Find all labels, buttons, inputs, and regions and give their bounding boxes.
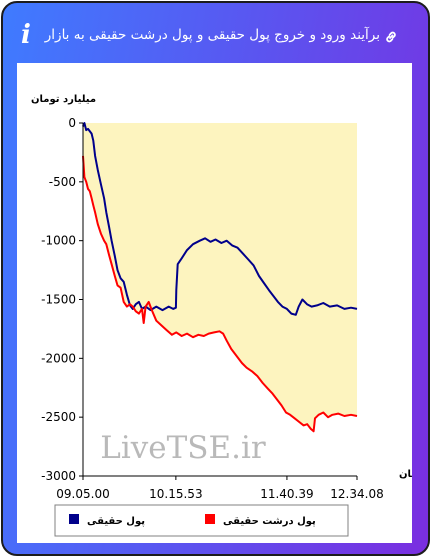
legend-box: [54, 504, 349, 537]
info-icon[interactable]: i: [21, 20, 31, 50]
watermark: LiveTSE.ir: [100, 430, 266, 466]
y-tick-label: -1000: [41, 234, 76, 248]
legend-swatch-big-real-money: [205, 514, 215, 524]
card-header: i برآیند ورود و خروج پول حقیقی و پول درش…: [3, 3, 428, 63]
series-line-0: [82, 122, 358, 316]
legend-label-big-real-money: پول درشت حقیقی: [223, 516, 316, 527]
chart-title: برآیند ورود و خروج پول حقیقی و پول درشت …: [44, 27, 380, 43]
series-area-1: [83, 123, 357, 432]
x-tick-label: 11.40.39: [260, 487, 313, 501]
y-tick-label: -500: [49, 175, 76, 189]
chart-panel: 0 -500 -1000 -1500 -2000 -2500 -3000 09.05.00 10…: [17, 63, 412, 543]
legend: پول حقیقی پول درشت حقیقی: [54, 504, 349, 537]
x-tick-label: 10.15.53: [149, 487, 202, 501]
y-tick-label: -2000: [41, 351, 76, 365]
y-axis-label: میلیارد تومان: [31, 94, 96, 105]
y-tick-label: -3000: [41, 469, 76, 483]
chart: 0 -500 -1000 -1500 -2000 -2500 -3000 09.05.00 10…: [31, 94, 412, 537]
series-line-1: [82, 155, 358, 433]
y-tick-label: -1500: [41, 293, 76, 307]
y-tick-label: 0: [68, 116, 76, 130]
y-tick-label: -2500: [41, 410, 76, 424]
link-icon[interactable]: [384, 30, 398, 44]
legend-label-real-money: پول حقیقی: [87, 516, 145, 527]
x-tick-label: 12.34.08: [330, 487, 383, 501]
x-axis-label: زمان: [399, 469, 412, 480]
x-tick-label: 09.05.00: [56, 487, 109, 501]
legend-swatch-real-money: [69, 514, 79, 524]
